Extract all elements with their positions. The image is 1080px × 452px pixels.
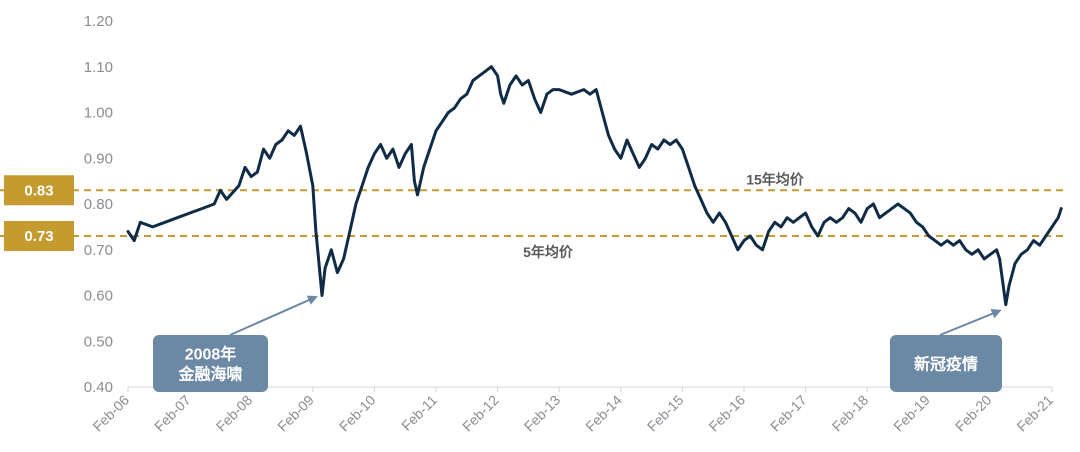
x-tick-label: Feb-06 [89,392,132,435]
x-tick-label: Feb-19 [890,392,933,435]
x-tick-label: Feb-12 [459,392,502,435]
x-tick-label: Feb-07 [151,392,194,435]
annotation-text: 金融海啸 [177,365,242,384]
annotation-arrow [229,295,318,336]
y-tick-label: 0.60 [84,288,113,305]
average-label: 15年均价 [746,171,805,187]
series-line [126,65,1063,307]
y-tick-label: 0.50 [84,333,113,350]
annotation-box [890,335,1002,392]
y-tick-label: 1.20 [84,13,113,30]
x-tick-label: Feb-08 [213,392,256,435]
x-tick-label: Feb-09 [274,392,317,435]
y-tick-label: 1.10 [84,59,113,76]
x-tick-label: Feb-15 [644,392,687,435]
x-tick-label: Feb-16 [705,392,748,435]
average-badge-value: 0.73 [24,228,53,245]
x-tick-label: Feb-20 [952,392,995,435]
annotation-text: 2008年 [185,345,237,364]
x-tick-label: Feb-21 [1013,392,1056,435]
annotation-arrow [939,309,1002,336]
annotation-text: 新冠疫情 [914,355,978,374]
y-tick-label: 0.70 [84,242,113,259]
average-label: 5年均价 [523,244,574,260]
average-badge [4,175,74,206]
x-tick-label: Feb-18 [829,392,872,435]
x-tick-label: Feb-17 [767,392,810,435]
y-tick-label: 1.00 [84,105,113,122]
y-tick-label: 0.40 [84,379,113,396]
x-tick-label: Feb-10 [336,392,379,435]
y-tick-label: 0.80 [84,196,113,213]
average-badge [4,221,74,252]
average-badge-value: 0.83 [24,182,53,199]
y-tick-label: 0.90 [84,150,113,167]
x-tick-label: Feb-11 [398,392,440,434]
annotation-box [153,335,268,392]
x-tick-label: Feb-14 [582,392,625,435]
x-tick-label: Feb-13 [521,392,564,435]
